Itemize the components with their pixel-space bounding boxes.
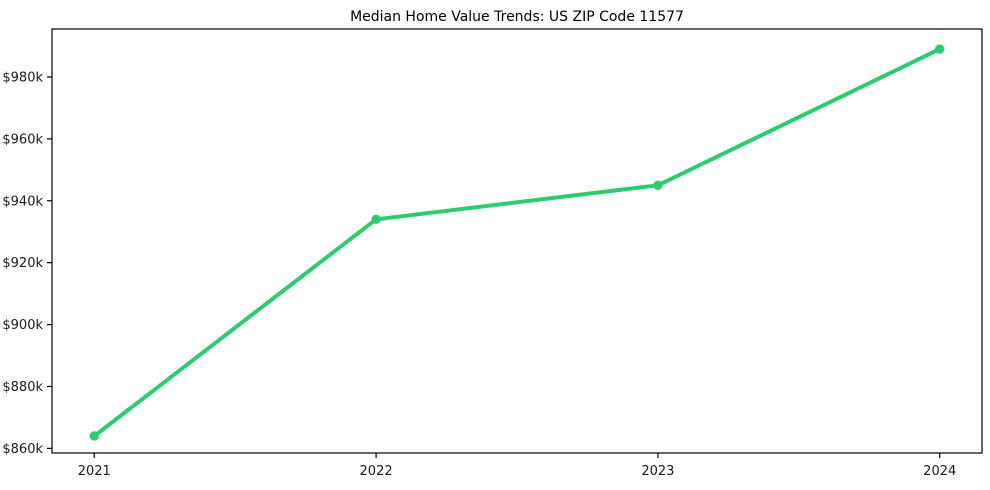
data-point-2022 xyxy=(371,214,381,225)
data-point-2021 xyxy=(89,431,99,441)
y-tick-label: $980k xyxy=(2,70,43,85)
x-axis: 2021 2022 2023 2024 xyxy=(78,453,956,479)
y-tick-label: $860k xyxy=(2,442,43,457)
x-tick-label: 2024 xyxy=(923,464,956,479)
y-axis: $860k $880k $900k $920k $940k $960k $980k xyxy=(2,70,52,457)
y-tick-label: $880k xyxy=(2,380,43,395)
chart-title: Median Home Value Trends: US ZIP Code 11… xyxy=(350,9,684,25)
series-median-home-value xyxy=(89,44,945,441)
y-tick-label: $960k xyxy=(2,132,43,147)
data-point-2023 xyxy=(653,180,663,190)
x-tick-label: 2021 xyxy=(78,464,111,479)
plot-frame xyxy=(51,28,983,454)
y-tick-label: $900k xyxy=(2,318,43,333)
x-tick-label: 2023 xyxy=(641,464,674,479)
trend-line xyxy=(92,47,942,438)
y-tick-label: $920k xyxy=(2,256,43,271)
data-point-2024 xyxy=(935,44,945,54)
x-tick-label: 2022 xyxy=(360,464,393,479)
y-tick-label: $940k xyxy=(2,194,43,209)
